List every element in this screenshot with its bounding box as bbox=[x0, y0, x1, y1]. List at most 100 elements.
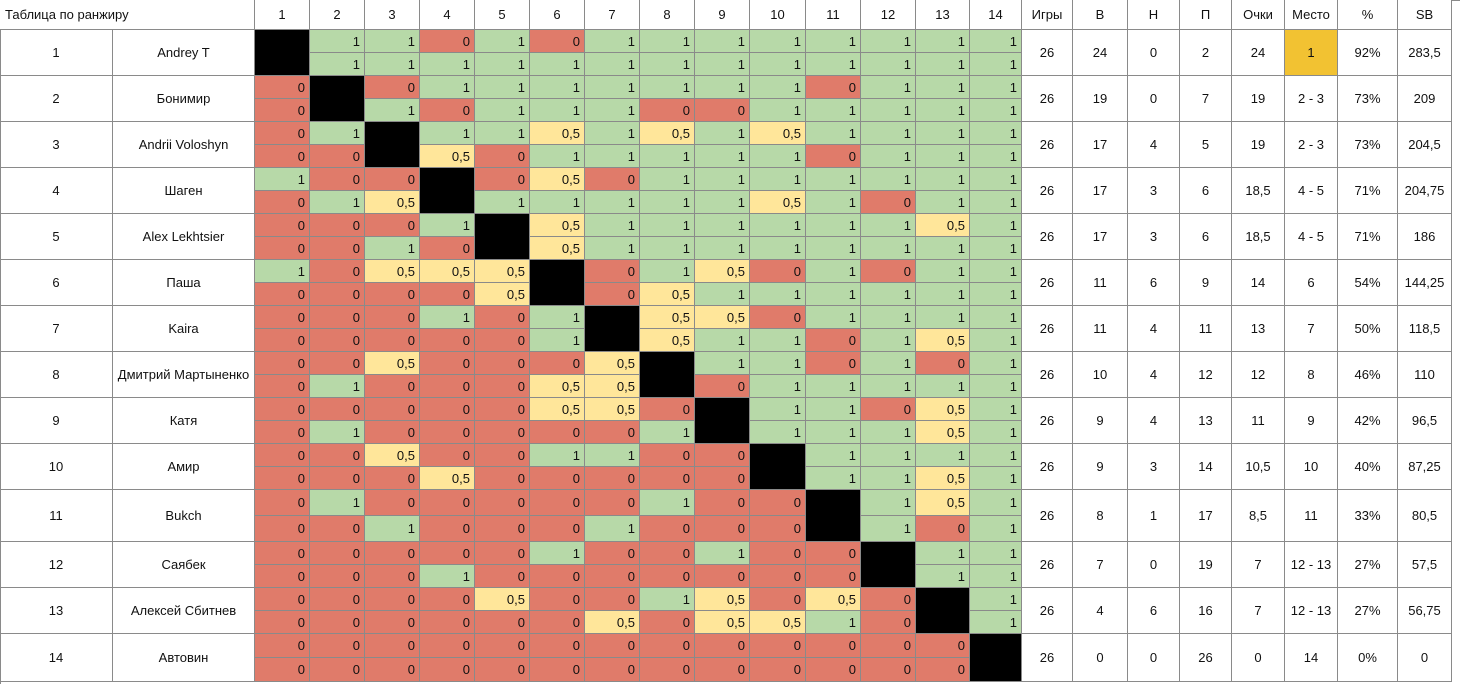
game-result-cell: 0,5 bbox=[530, 237, 585, 260]
diagonal-cell bbox=[530, 260, 585, 306]
game-result-cell: 1 bbox=[420, 76, 475, 99]
game-result-cell: 0 bbox=[420, 542, 475, 565]
game-result-cell: 0 bbox=[750, 490, 806, 516]
percent-cell: 27% bbox=[1338, 588, 1398, 634]
game-result-cell: 0,5 bbox=[916, 398, 970, 421]
diagonal-cell bbox=[861, 542, 916, 588]
game-result-cell: 0,5 bbox=[640, 122, 695, 145]
header-opponent-12: 12 bbox=[861, 0, 916, 30]
game-result-cell: 1 bbox=[861, 352, 916, 375]
header-opponent-5: 5 bbox=[475, 0, 530, 30]
game-result-cell: 1 bbox=[750, 283, 806, 306]
game-result-cell: 1 bbox=[475, 53, 530, 76]
game-result-cell: 0 bbox=[365, 76, 420, 99]
game-result-cell: 0 bbox=[585, 421, 640, 444]
game-result-cell: 1 bbox=[861, 168, 916, 191]
place-cell: 4 - 5 bbox=[1285, 214, 1338, 260]
rank-cell: 3 bbox=[0, 122, 113, 168]
game-result-cell: 0 bbox=[420, 99, 475, 122]
place-cell: 12 - 13 bbox=[1285, 588, 1338, 634]
game-result-cell: 1 bbox=[695, 145, 750, 168]
game-result-cell: 1 bbox=[365, 516, 420, 542]
game-result-cell: 0 bbox=[420, 421, 475, 444]
game-result-cell: 0,5 bbox=[695, 260, 750, 283]
sb-cell: 57,5 bbox=[1398, 542, 1452, 588]
game-result-cell: 0 bbox=[310, 588, 365, 611]
player-name: Andrey T bbox=[113, 30, 255, 76]
game-result-cell: 0 bbox=[806, 329, 861, 352]
game-result-cell: 1 bbox=[970, 352, 1022, 375]
game-result-cell: 0 bbox=[750, 588, 806, 611]
game-result-cell: 1 bbox=[750, 30, 806, 53]
game-result-cell: 1 bbox=[255, 168, 310, 191]
sb-cell: 204,5 bbox=[1398, 122, 1452, 168]
rank-cell: 7 bbox=[0, 306, 113, 352]
game-result-cell: 0 bbox=[475, 658, 530, 682]
game-result-cell: 1 bbox=[420, 53, 475, 76]
game-result-cell: 0 bbox=[695, 634, 750, 658]
header-opponent-1: 1 bbox=[255, 0, 310, 30]
header-opponent-14: 14 bbox=[970, 0, 1022, 30]
game-result-cell: 1 bbox=[861, 53, 916, 76]
game-result-cell: 1 bbox=[640, 421, 695, 444]
game-result-cell: 0,5 bbox=[640, 283, 695, 306]
game-result-cell: 0 bbox=[255, 565, 310, 588]
percent-cell: 0% bbox=[1338, 634, 1398, 682]
player-name: Kaira bbox=[113, 306, 255, 352]
game-result-cell: 1 bbox=[970, 191, 1022, 214]
points-cell: 7 bbox=[1232, 542, 1285, 588]
rank-cell: 2 bbox=[0, 76, 113, 122]
game-result-cell: 0 bbox=[310, 306, 365, 329]
diagonal-cell bbox=[916, 588, 970, 634]
games-cell: 26 bbox=[1022, 352, 1073, 398]
game-result-cell: 0 bbox=[475, 168, 530, 191]
losses-cell: 16 bbox=[1180, 588, 1232, 634]
game-result-cell: 1 bbox=[695, 283, 750, 306]
header-place: Место bbox=[1285, 0, 1338, 30]
game-result-cell: 0 bbox=[475, 467, 530, 490]
game-result-cell: 0,5 bbox=[916, 329, 970, 352]
games-cell: 26 bbox=[1022, 398, 1073, 444]
rank-cell: 4 bbox=[0, 168, 113, 214]
game-result-cell: 0 bbox=[695, 375, 750, 398]
draws-cell: 3 bbox=[1128, 168, 1180, 214]
wins-cell: 17 bbox=[1073, 214, 1128, 260]
game-result-cell: 0 bbox=[861, 611, 916, 634]
sb-cell: 186 bbox=[1398, 214, 1452, 260]
game-result-cell: 1 bbox=[806, 30, 861, 53]
header-opponent-8: 8 bbox=[640, 0, 695, 30]
game-result-cell: 0 bbox=[530, 421, 585, 444]
game-result-cell: 1 bbox=[365, 237, 420, 260]
game-result-cell: 0 bbox=[420, 237, 475, 260]
percent-cell: 33% bbox=[1338, 490, 1398, 542]
losses-cell: 19 bbox=[1180, 542, 1232, 588]
game-result-cell: 1 bbox=[916, 260, 970, 283]
game-result-cell: 0 bbox=[310, 444, 365, 467]
game-result-cell: 0 bbox=[255, 237, 310, 260]
game-result-cell: 1 bbox=[806, 191, 861, 214]
rank-cell: 13 bbox=[0, 588, 113, 634]
game-result-cell: 0 bbox=[365, 467, 420, 490]
percent-cell: 46% bbox=[1338, 352, 1398, 398]
diagonal-cell bbox=[695, 398, 750, 444]
games-cell: 26 bbox=[1022, 542, 1073, 588]
player-name: Бонимир bbox=[113, 76, 255, 122]
header-losses: П bbox=[1180, 0, 1232, 30]
game-result-cell: 0 bbox=[255, 283, 310, 306]
game-result-cell: 1 bbox=[970, 30, 1022, 53]
game-result-cell: 1 bbox=[420, 214, 475, 237]
game-result-cell: 0 bbox=[695, 444, 750, 467]
game-result-cell: 0 bbox=[530, 588, 585, 611]
game-result-cell: 1 bbox=[806, 237, 861, 260]
game-result-cell: 0,5 bbox=[475, 260, 530, 283]
game-result-cell: 1 bbox=[750, 99, 806, 122]
game-result-cell: 0 bbox=[310, 611, 365, 634]
game-result-cell: 0 bbox=[420, 283, 475, 306]
wins-cell: 7 bbox=[1073, 542, 1128, 588]
games-cell: 26 bbox=[1022, 260, 1073, 306]
game-result-cell: 1 bbox=[310, 421, 365, 444]
sb-cell: 96,5 bbox=[1398, 398, 1452, 444]
game-result-cell: 0,5 bbox=[585, 611, 640, 634]
game-result-cell: 1 bbox=[916, 76, 970, 99]
game-result-cell: 1 bbox=[970, 375, 1022, 398]
